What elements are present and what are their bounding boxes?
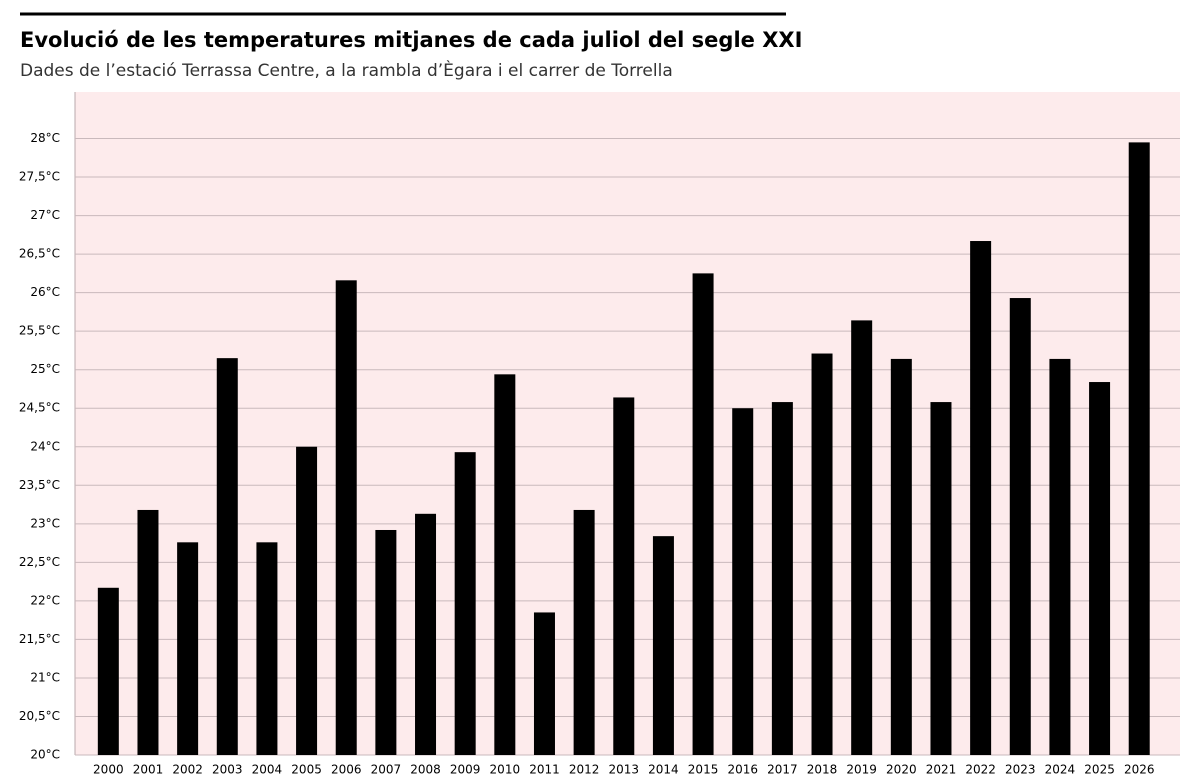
bar: [1009, 298, 1031, 755]
x-tick-label: 2001: [133, 763, 164, 777]
x-tick-label: 2007: [371, 763, 402, 777]
bar: [494, 374, 516, 755]
bar: [296, 446, 318, 755]
y-tick-label: 24°C: [30, 439, 60, 453]
y-tick-label: 21°C: [30, 670, 60, 684]
x-tick-label: 2002: [172, 763, 203, 777]
x-tick-label: 2006: [331, 763, 362, 777]
x-tick-label: 2017: [767, 763, 798, 777]
x-tick-label: 2000: [93, 763, 124, 777]
x-tick-label: 2012: [569, 763, 600, 777]
x-tick-label: 2023: [1005, 763, 1036, 777]
x-tick-label: 2026: [1124, 763, 1155, 777]
y-tick-label: 26,5°C: [19, 247, 60, 261]
x-tick-label: 2010: [490, 763, 521, 777]
y-tick-label: 25,5°C: [19, 324, 60, 338]
y-tick-label: 25°C: [30, 362, 60, 376]
x-tick-label: 2013: [609, 763, 640, 777]
x-tick-label: 2021: [926, 763, 957, 777]
chart-subtitle: Dades de l’estació Terrassa Centre, a la…: [20, 59, 673, 81]
bar: [970, 241, 992, 756]
bar: [177, 542, 199, 755]
y-tick-label: 20°C: [30, 748, 60, 762]
y-tick-label: 21,5°C: [19, 632, 60, 646]
bar: [811, 353, 833, 755]
x-tick-label: 2022: [965, 763, 996, 777]
bar: [692, 273, 714, 755]
x-tick-label: 2024: [1045, 763, 1076, 777]
bar: [216, 358, 238, 755]
bar: [137, 509, 159, 755]
bar: [415, 513, 437, 755]
y-tick-label: 23,5°C: [19, 478, 60, 492]
x-tick-label: 2003: [212, 763, 243, 777]
x-tick-label: 2019: [846, 763, 877, 777]
y-tick-label: 28°C: [30, 131, 60, 145]
bar: [732, 408, 754, 755]
x-tick-label: 2011: [529, 763, 560, 777]
bar: [851, 320, 873, 755]
x-tick-label: 2015: [688, 763, 719, 777]
x-tick-label: 2014: [648, 763, 679, 777]
x-tick-label: 2018: [807, 763, 838, 777]
y-tick-label: 20,5°C: [19, 709, 60, 723]
x-tick-label: 2020: [886, 763, 917, 777]
x-tick-label: 2025: [1084, 763, 1115, 777]
x-tick-label: 2009: [450, 763, 481, 777]
bar: [930, 402, 952, 755]
y-tick-label: 24,5°C: [19, 401, 60, 415]
chart-title: Evolució de les temperatures mitjanes de…: [20, 28, 802, 52]
x-tick-label: 2016: [727, 763, 758, 777]
bar: [652, 536, 674, 755]
y-tick-label: 27,5°C: [19, 170, 60, 184]
bar: [613, 397, 635, 755]
bar: [1089, 382, 1111, 755]
bar: [1049, 358, 1071, 755]
x-tick-label: 2008: [410, 763, 441, 777]
y-tick-label: 22°C: [30, 593, 60, 607]
bar: [1128, 142, 1150, 756]
y-tick-label: 23°C: [30, 516, 60, 530]
bar: [97, 587, 119, 755]
bar: [335, 280, 357, 755]
bar: [375, 529, 397, 755]
y-tick-label: 27°C: [30, 208, 60, 222]
bar: [256, 542, 278, 755]
y-tick-label: 22,5°C: [19, 555, 60, 569]
bar: [771, 402, 793, 755]
bar: [573, 509, 595, 755]
bar: [890, 358, 912, 755]
x-tick-label: 2005: [291, 763, 322, 777]
x-tick-label: 2004: [252, 763, 283, 777]
y-tick-label: 26°C: [30, 285, 60, 299]
bar: [533, 612, 555, 755]
bar: [454, 452, 476, 755]
